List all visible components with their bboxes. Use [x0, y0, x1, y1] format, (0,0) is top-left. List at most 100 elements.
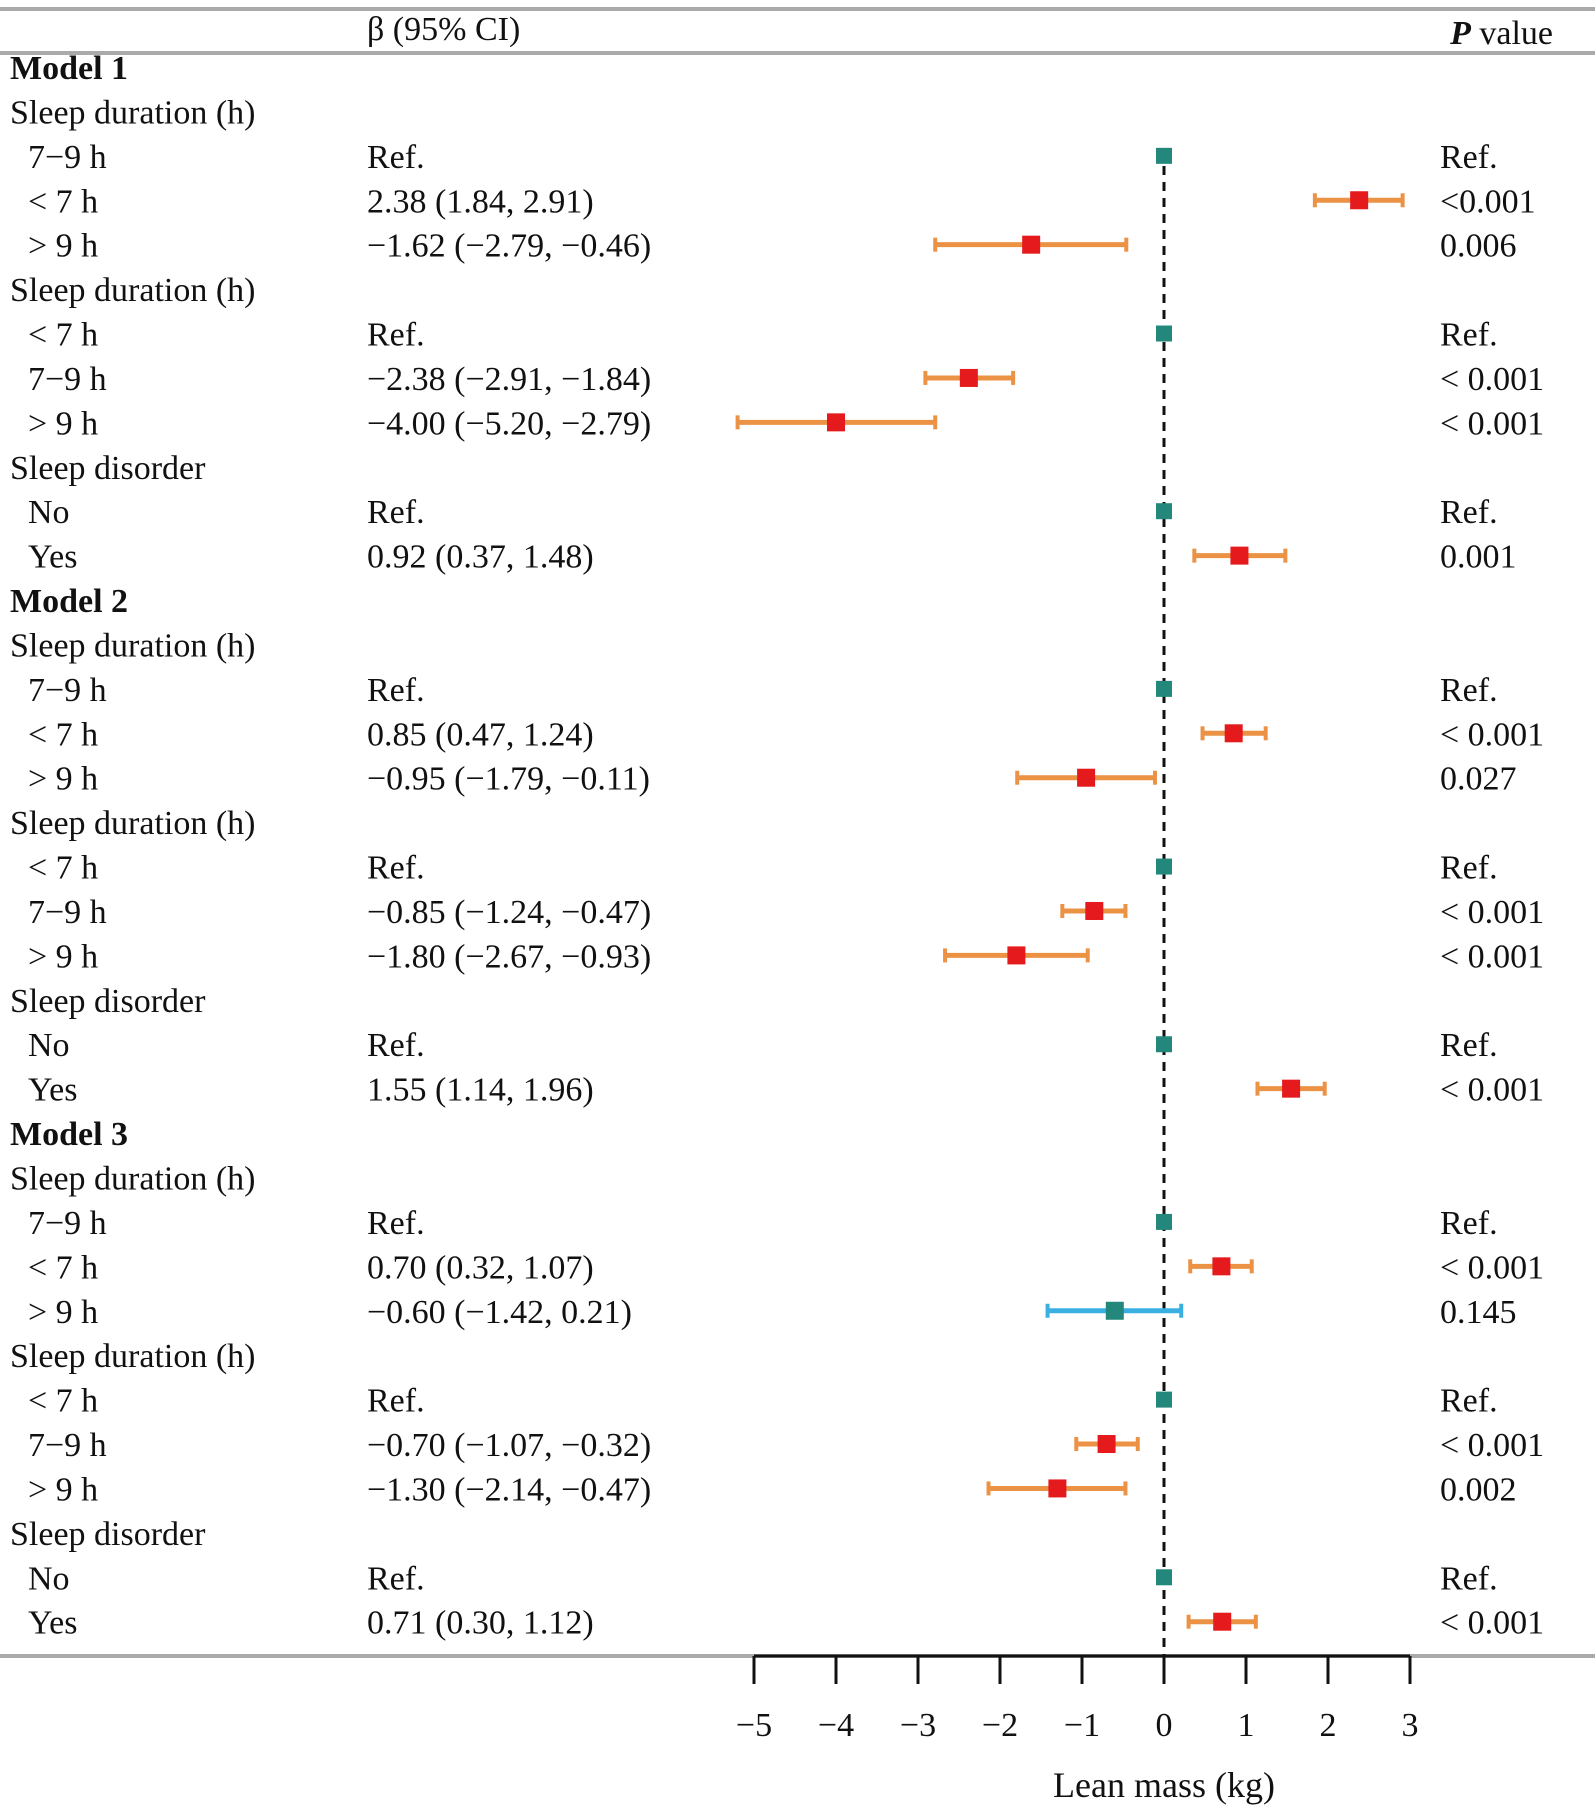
row-label: No — [28, 1027, 70, 1064]
beta-ci-cell: Ref. — [367, 672, 425, 709]
beta-ci-cell: −0.70 (−1.07, −0.32) — [367, 1427, 651, 1464]
point-estimate — [1022, 235, 1041, 254]
row-label: < 7 h — [28, 317, 98, 354]
reference-point — [1156, 325, 1172, 342]
forest-marks — [735, 147, 1405, 1656]
row-label: 7−9 h — [28, 894, 107, 931]
model-heading: Model 3 — [10, 1116, 128, 1153]
p-value-cell: <0.001 — [1440, 183, 1536, 220]
p-value-cell: Ref. — [1440, 1027, 1498, 1064]
group-label: Sleep duration (h) — [10, 805, 256, 842]
beta-ci-cell: Ref. — [367, 317, 425, 354]
point-estimate — [1077, 768, 1096, 787]
beta-ci-cell: Ref. — [367, 1027, 425, 1064]
beta-ci-cell: 0.70 (0.32, 1.07) — [367, 1249, 594, 1286]
x-tick-label: 1 — [1238, 1707, 1255, 1744]
model-heading: Model 2 — [10, 583, 128, 620]
x-axis-title: Lean mass (kg) — [1053, 1765, 1275, 1805]
x-tick-label: −3 — [900, 1707, 936, 1744]
row-label: < 7 h — [28, 1249, 98, 1286]
row-label: No — [28, 494, 70, 531]
beta-ci-cell: Ref. — [367, 139, 425, 176]
row-label: > 9 h — [28, 405, 98, 442]
point-estimate — [1105, 1301, 1124, 1320]
p-value-header-italic: P — [1449, 15, 1471, 52]
row-label: 7−9 h — [28, 361, 107, 398]
p-value-header: P value — [1449, 15, 1553, 52]
x-tick-label: −1 — [1064, 1707, 1100, 1744]
p-value-cell: < 0.001 — [1440, 894, 1544, 931]
beta-ci-cell: 1.55 (1.14, 1.96) — [367, 1072, 594, 1109]
reference-point — [1156, 503, 1172, 520]
row-label: > 9 h — [28, 761, 98, 798]
reference-point — [1156, 1391, 1172, 1408]
p-value-cell: 0.006 — [1440, 228, 1517, 265]
row-label: > 9 h — [28, 228, 98, 265]
p-value-cell: 0.145 — [1440, 1294, 1517, 1331]
x-tick-label: −5 — [736, 1707, 772, 1744]
row-label: Yes — [28, 1605, 77, 1642]
p-value-cell: Ref. — [1440, 850, 1498, 887]
group-label: Sleep disorder — [10, 1516, 206, 1553]
p-value-cell: < 0.001 — [1440, 361, 1544, 398]
group-label: Sleep duration (h) — [10, 272, 256, 309]
beta-ci-cell: −2.38 (−2.91, −1.84) — [367, 361, 651, 398]
point-estimate — [1282, 1079, 1301, 1098]
group-label: Sleep duration (h) — [10, 627, 256, 664]
point-estimate — [1230, 546, 1249, 565]
beta-ci-cell: Ref. — [367, 850, 425, 887]
beta-ci-cell: 0.92 (0.37, 1.48) — [367, 539, 594, 576]
beta-ci-cell: 2.38 (1.84, 2.91) — [367, 183, 594, 220]
p-value-cell: Ref. — [1440, 494, 1498, 531]
beta-ci-cell: −4.00 (−5.20, −2.79) — [367, 405, 651, 442]
row-label: < 7 h — [28, 1383, 98, 1420]
model-heading: Model 1 — [10, 50, 128, 87]
p-value-cell: Ref. — [1440, 1383, 1498, 1420]
beta-ci-cell: −1.62 (−2.79, −0.46) — [367, 228, 651, 265]
group-label: Sleep duration (h) — [10, 94, 256, 131]
row-label: No — [28, 1560, 70, 1597]
beta-ci-header: β (95% CI) — [367, 11, 520, 48]
beta-ci-cell: Ref. — [367, 494, 425, 531]
p-value-cell: Ref. — [1440, 139, 1498, 176]
point-estimate — [1007, 946, 1026, 965]
x-tick-label: −2 — [982, 1707, 1018, 1744]
row-label: 7−9 h — [28, 139, 107, 176]
p-value-cell: Ref. — [1440, 1560, 1498, 1597]
p-value-cell: < 0.001 — [1440, 1605, 1544, 1642]
beta-ci-cell: −1.80 (−2.67, −0.93) — [367, 938, 651, 975]
row-label: 7−9 h — [28, 1205, 107, 1242]
beta-ci-cell: −0.60 (−1.42, 0.21) — [367, 1294, 632, 1331]
beta-ci-cell: Ref. — [367, 1383, 425, 1420]
reference-point — [1156, 680, 1172, 697]
reference-point — [1156, 1036, 1172, 1053]
x-tick-label: −4 — [818, 1707, 854, 1744]
point-estimate — [1213, 1612, 1232, 1631]
row-label: < 7 h — [28, 183, 98, 220]
row-label: Yes — [28, 539, 77, 576]
p-value-cell: 0.001 — [1440, 539, 1517, 576]
p-value-cell: 0.002 — [1440, 1471, 1517, 1508]
point-estimate — [1212, 1257, 1231, 1276]
row-label: Yes — [28, 1072, 77, 1109]
point-estimate — [1350, 191, 1369, 210]
point-estimate — [959, 368, 978, 387]
beta-ci-cell: Ref. — [367, 1560, 425, 1597]
row-label: > 9 h — [28, 1294, 98, 1331]
reference-point — [1156, 1569, 1172, 1586]
point-estimate — [1224, 724, 1243, 743]
p-value-header-rest: value — [1471, 15, 1553, 52]
beta-ci-cell: 0.85 (0.47, 1.24) — [367, 716, 594, 753]
group-label: Sleep duration (h) — [10, 1338, 256, 1375]
p-value-cell: < 0.001 — [1440, 938, 1544, 975]
row-label: > 9 h — [28, 1471, 98, 1508]
beta-ci-cell: −0.95 (−1.79, −0.11) — [367, 761, 650, 798]
reference-point — [1156, 858, 1172, 875]
row-label: 7−9 h — [28, 672, 107, 709]
column-headers: β (95% CI) P value — [367, 11, 1553, 52]
group-label: Sleep disorder — [10, 983, 206, 1020]
row-label: < 7 h — [28, 716, 98, 753]
row-label: > 9 h — [28, 938, 98, 975]
row-label: 7−9 h — [28, 1427, 107, 1464]
